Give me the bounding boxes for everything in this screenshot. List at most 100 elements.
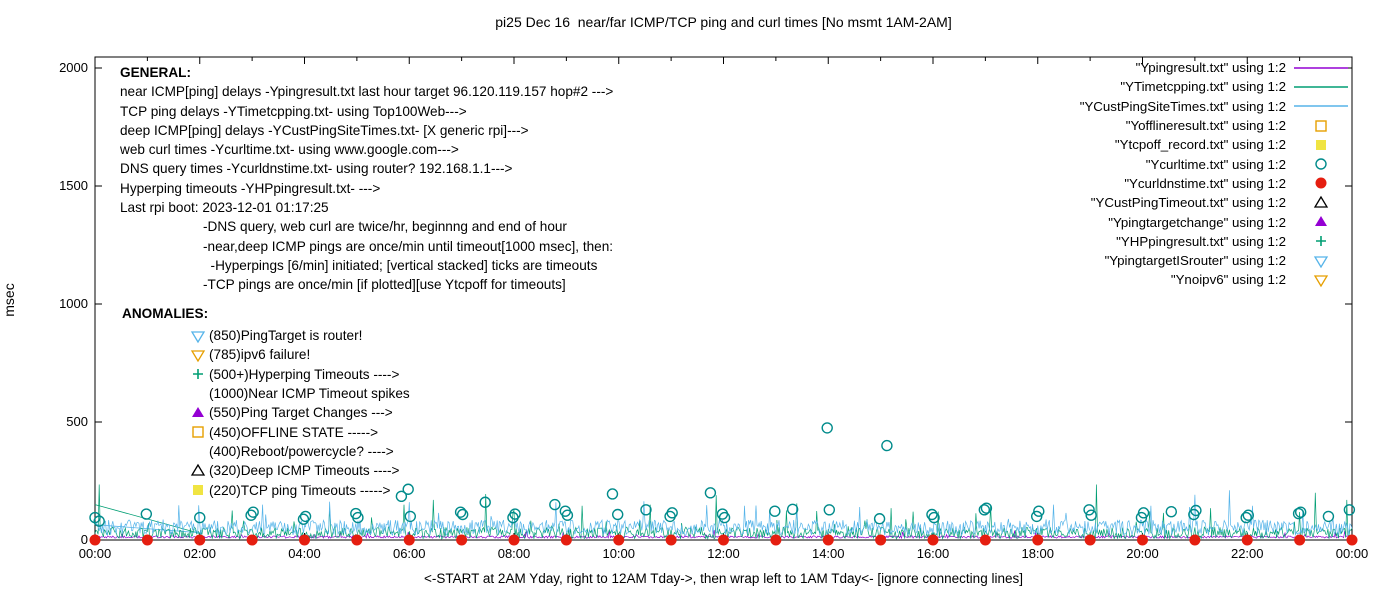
legend-label: "Ycurldnstime.txt" using 1:2 (1124, 175, 1286, 191)
anomaly-label: (320)Deep ICMP Timeouts ----> (209, 463, 400, 479)
anomaly-label: (500+)Hyperping Timeouts ----> (209, 366, 400, 382)
anomaly-item: (450)OFFLINE STATE -----> (190, 422, 410, 441)
legend-item: "YTimetcpping.txt" using 1:2 (1080, 77, 1350, 96)
anomaly-item: (850)PingTarget is router! (190, 326, 410, 345)
anomaly-marker-square-filled-icon (193, 485, 203, 496)
general-line: Last rpi boot: 2023-12-01 01:17:25 (120, 200, 329, 216)
anomaly-marker-triangle-filled-icon (192, 406, 204, 417)
general-annotations: GENERAL: near ICMP[ping] delays -Ypingres… (120, 63, 613, 295)
x-tick-label: 08:00 (497, 546, 531, 561)
general-line: near ICMP[ping] delays -Ypingresult.txt … (120, 84, 614, 100)
legend-label: "Ypingresult.txt" using 1:2 (1135, 60, 1286, 76)
x-tick-label: 12:00 (707, 546, 740, 561)
anomaly-marker-triangle-open-icon (190, 463, 206, 476)
legend-item: "YpingtargetISrouter" using 1:2 (1080, 251, 1350, 270)
legend-item: "Ypingresult.txt" using 1:2 (1080, 58, 1350, 77)
legend-item: "Ytcpoff_record.txt" using 1:2 (1080, 135, 1350, 154)
legend-item: "YCustPingTimeout.txt" using 1:2 (1080, 193, 1350, 212)
legend-marker-triangle-open-icon (1313, 195, 1329, 208)
legend-label: "YTimetcpping.txt" using 1:2 (1120, 79, 1286, 95)
general-line: DNS query times -Ycurldnstime.txt- using… (120, 161, 513, 177)
legend-label: "Ypingtargetchange" using 1:2 (1108, 214, 1286, 230)
y-axis-label: msec (1, 283, 17, 317)
general-line: deep ICMP[ping] delays -YCustPingSiteTim… (120, 122, 529, 138)
anomaly-label: (450)OFFLINE STATE -----> (209, 424, 379, 440)
legend-label: "YCustPingSiteTimes.txt" using 1:2 (1079, 98, 1286, 114)
legend-marker-circle-filled-icon (1315, 177, 1327, 189)
y-tick-label: 500 (66, 414, 88, 429)
x-tick-label: 06:00 (392, 546, 426, 561)
x-axis-label: <-START at 2AM Yday, right to 12AM Tday-… (424, 571, 1023, 586)
legend-marker-square-open-icon (1315, 119, 1327, 132)
anomaly-label: (850)PingTarget is router! (209, 328, 363, 344)
legend-marker-line-icon (1294, 105, 1348, 107)
y-tick-label: 1000 (59, 296, 88, 311)
legend-label: "YHPpingresult.txt" using 1:2 (1116, 233, 1286, 249)
legend-label: "YCustPingTimeout.txt" using 1:2 (1090, 195, 1286, 211)
x-tick-label: 22:00 (1230, 546, 1264, 561)
legend-label: "Ynoipv6" using 1:2 (1170, 272, 1286, 288)
y-tick-label: 2000 (59, 60, 88, 75)
anomaly-item: (550)Ping Target Changes ---> (190, 403, 410, 422)
general-line: TCP ping delays -YTimetcpping.txt- using… (120, 103, 467, 119)
legend-marker-inv-triangle-open-icon (1313, 275, 1329, 288)
general-line: Hyperping timeouts -YHPpingresult.txt- -… (120, 180, 381, 196)
anomaly-label: (220)TCP ping Timeouts -----> (209, 482, 391, 498)
legend-marker-inv-triangle-open-icon (1313, 255, 1329, 268)
legend-label: "Ytcpoff_record.txt" using 1:2 (1114, 137, 1286, 153)
anomaly-marker-spacer (190, 443, 207, 459)
legend-item: "Ycurldnstime.txt" using 1:2 (1080, 174, 1350, 193)
x-tick-label: 00:00 (1335, 546, 1369, 561)
x-tick-label: 14:00 (811, 546, 845, 561)
legend-item: "Ynoipv6" using 1:2 (1080, 270, 1350, 289)
general-note: -near,deep ICMP pings are once/min until… (203, 238, 614, 254)
legend-label: "YpingtargetISrouter" using 1:2 (1104, 253, 1286, 269)
legend-marker-line-icon (1294, 86, 1348, 88)
general-note: -DNS query, web curl are twice/hr, begin… (203, 219, 567, 235)
anomaly-marker-spacer (190, 386, 207, 402)
legend-marker-plus-icon (1316, 236, 1326, 247)
anomaly-label: (785)ipv6 failure! (209, 347, 311, 363)
anomaly-marker-plus-icon (193, 369, 203, 380)
legend-marker-line-icon (1294, 66, 1348, 69)
legend-item: "YHPpingresult.txt" using 1:2 (1080, 232, 1350, 251)
general-line: web curl times -Ycurltime.txt- using www… (120, 142, 459, 158)
chart-title: pi25 Dec 16 near/far ICMP/TCP ping and c… (495, 14, 952, 30)
anomaly-label: (550)Ping Target Changes ---> (209, 405, 393, 421)
legend-marker-circle-open-icon (1315, 158, 1327, 170)
x-tick-label: 02:00 (183, 546, 217, 561)
x-tick-label: 00:00 (78, 546, 112, 561)
general-note: -Hyperpings [6/min] initiated; [vertical… (203, 257, 598, 273)
anomaly-item: (785)ipv6 failure! (190, 345, 410, 364)
anomaly-item: (1000)Near ICMP Timeout spikes (190, 384, 410, 403)
x-tick-label: 04:00 (288, 546, 321, 561)
anomaly-label: (400)Reboot/powercycle? ----> (209, 443, 394, 459)
legend-item: "Yofflineresult.txt" using 1:2 (1080, 116, 1350, 135)
anomaly-item: (400)Reboot/powercycle? ----> (190, 442, 410, 461)
legend-label: "Ycurltime.txt" using 1:2 (1145, 156, 1286, 172)
anomaly-marker-inv-triangle-open-icon (190, 330, 206, 343)
legend-label: "Yofflineresult.txt" using 1:2 (1125, 118, 1286, 134)
anomalies-list: (850)PingTarget is router! (785)ipv6 fail… (190, 326, 410, 500)
legend-item: "YCustPingSiteTimes.txt" using 1:2 (1080, 97, 1350, 116)
anomaly-label: (1000)Near ICMP Timeout spikes (209, 386, 410, 402)
general-heading: GENERAL: (120, 65, 191, 80)
anomaly-item: (220)TCP ping Timeouts -----> (190, 480, 410, 499)
x-tick-label: 18:00 (1021, 546, 1055, 561)
anomalies-heading: ANOMALIES: (122, 306, 209, 321)
anomaly-marker-inv-triangle-open-icon (190, 350, 206, 363)
legend-marker-square-filled-icon (1316, 139, 1326, 150)
legend-marker-triangle-filled-icon (1315, 216, 1327, 227)
legend-item: "Ypingtargetchange" using 1:2 (1080, 212, 1350, 231)
anomaly-marker-square-open-icon (192, 426, 204, 438)
x-tick-label: 20:00 (1126, 546, 1159, 561)
x-tick-label: 16:00 (916, 546, 950, 561)
general-note: -TCP pings are once/min [if plotted][use… (203, 277, 566, 293)
y-tick-label: 1500 (59, 178, 88, 193)
legend-item: "Ycurltime.txt" using 1:2 (1080, 154, 1350, 173)
x-tick-label: 10:00 (602, 546, 636, 561)
anomaly-item: (500+)Hyperping Timeouts ----> (190, 365, 410, 384)
y-tick-label: 0 (80, 532, 88, 547)
